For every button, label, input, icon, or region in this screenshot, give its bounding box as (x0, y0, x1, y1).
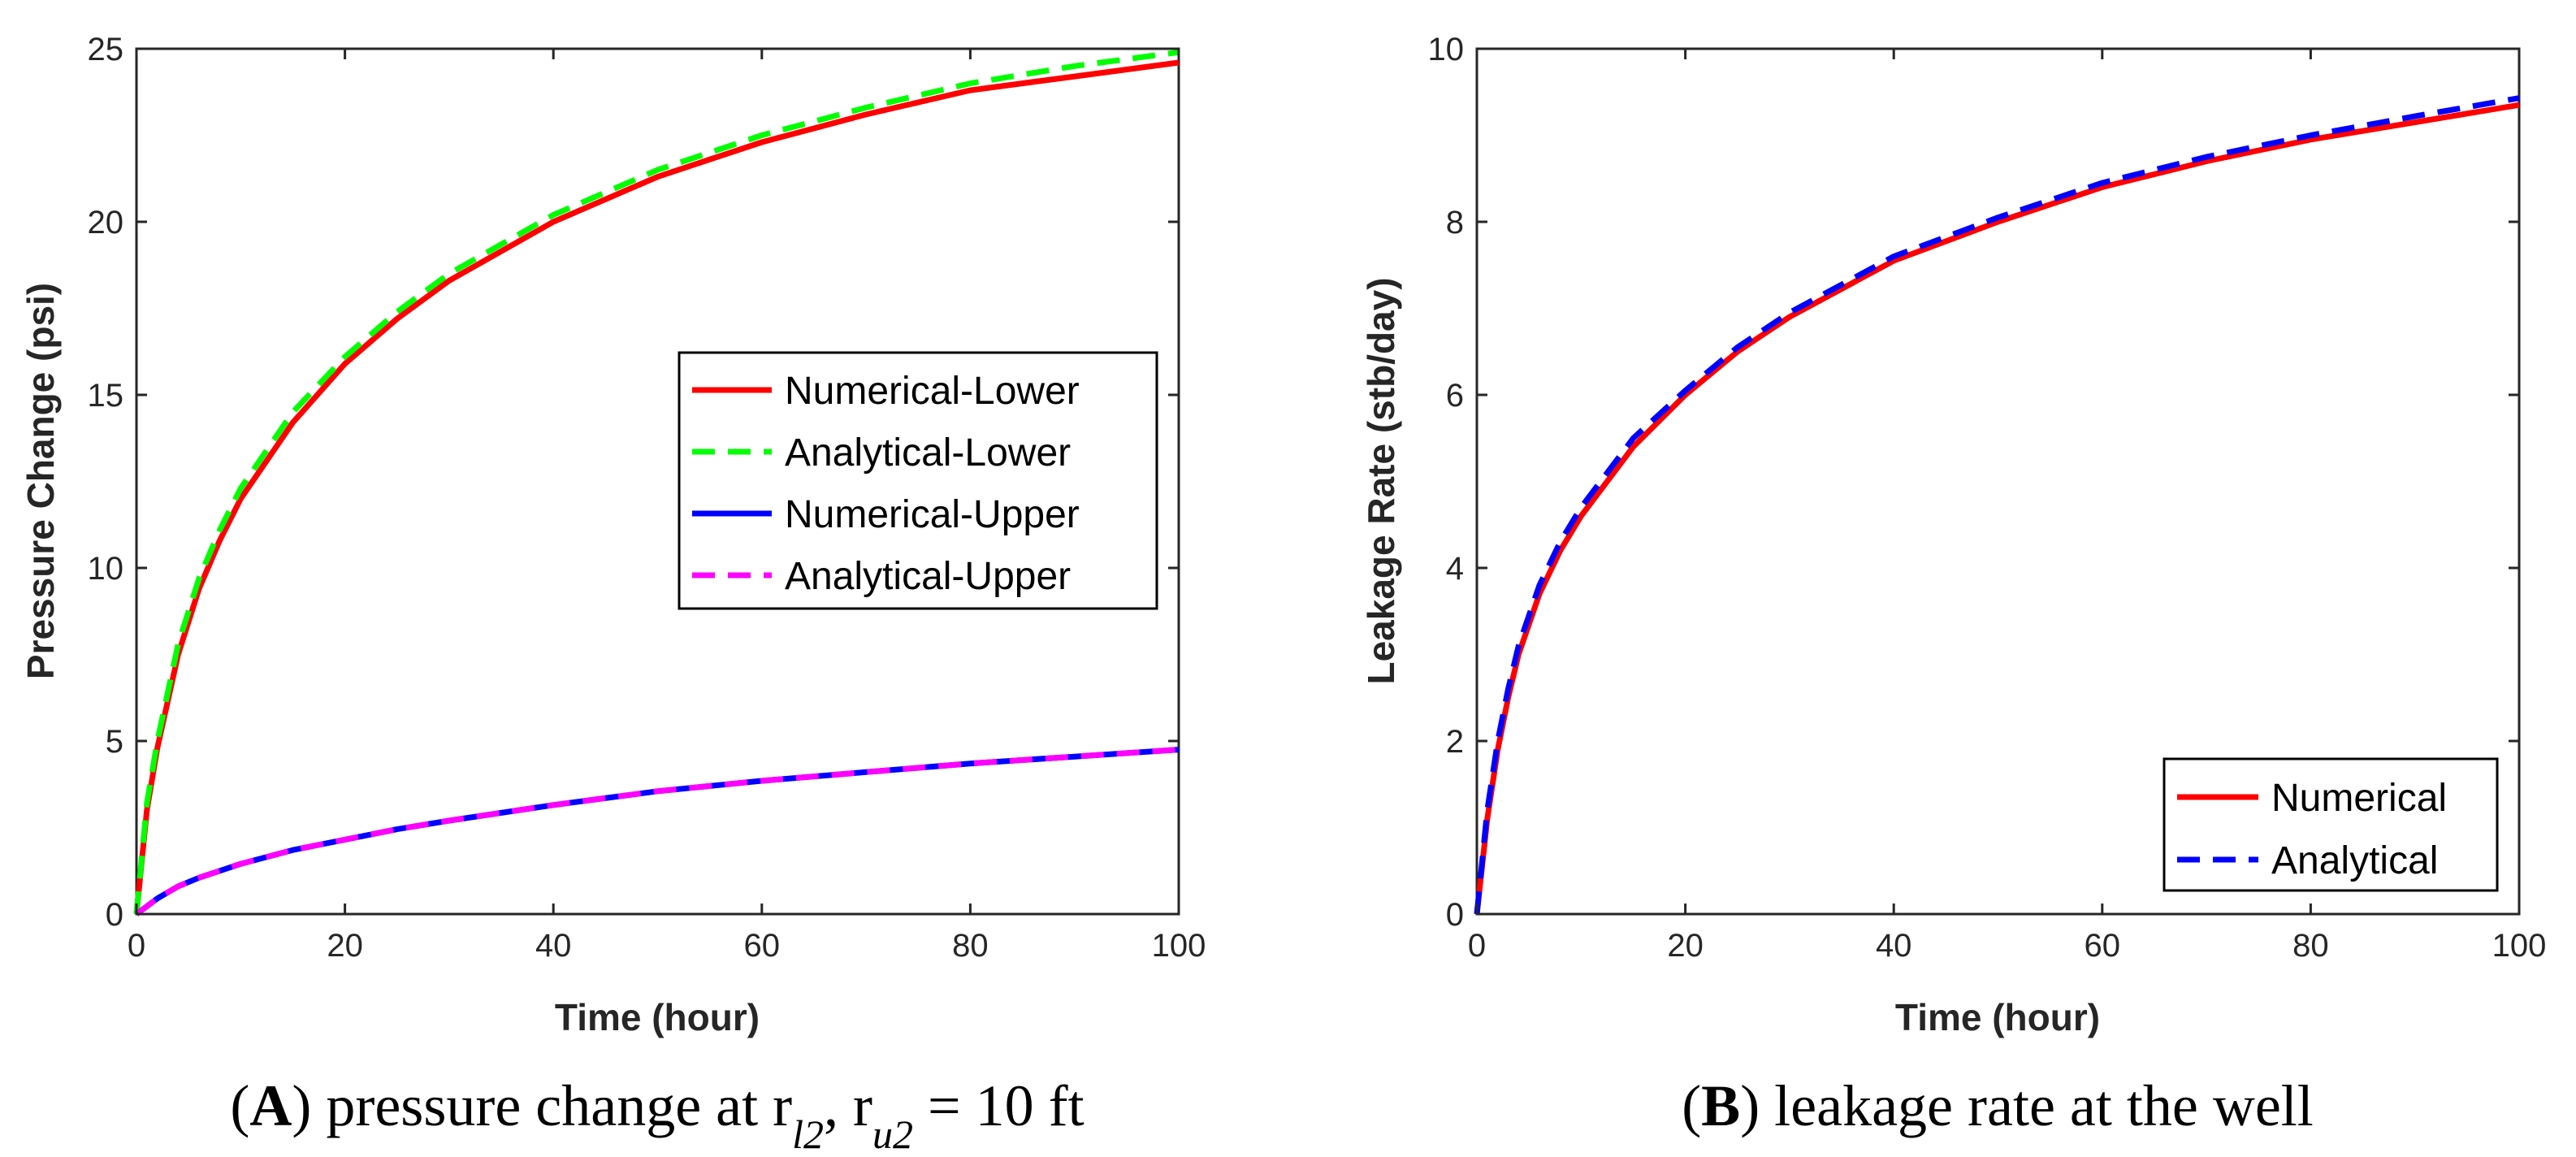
series-line-numerical-lower (133, 59, 1180, 915)
y-tick-label: 4 (1446, 551, 1464, 587)
caption-b-letter: B (1701, 1073, 1740, 1138)
legend-a: Numerical-Lower Analytical-Lower Numerical… (678, 351, 1158, 610)
caption-a-tail: = 10 ft (913, 1073, 1085, 1138)
y-tick-label: 5 (106, 724, 123, 760)
caption-a: (A) pressure change at rl2, ru2 = 10 ft (230, 1073, 1084, 1157)
x-tick-label: 0 (128, 928, 145, 964)
caption-a-text: ) pressure change at r (292, 1073, 792, 1138)
series-line-analytical-lower (133, 49, 1180, 915)
caption-a-open: ( (230, 1073, 249, 1138)
caption-a-letter: A (249, 1073, 292, 1138)
legend-entry: Analytical (2271, 839, 2438, 882)
x-tick-label: 40 (535, 928, 572, 964)
y-tick-label: 10 (88, 551, 124, 587)
x-tick-label: 100 (1152, 928, 1206, 964)
y-tick-label: 8 (1446, 205, 1464, 240)
y-tick-label: 20 (88, 205, 124, 240)
x-tick-label: 20 (1667, 928, 1704, 964)
x-tick-label: 0 (1468, 928, 1486, 964)
x-tick-label: 20 (327, 928, 363, 964)
legend-entry: Numerical (2271, 777, 2447, 820)
legend-entry: Numerical-Upper (785, 493, 1080, 536)
legend-b: Numerical Analytical (2163, 757, 2499, 892)
legend-entry: Analytical-Upper (785, 555, 1071, 598)
y-tick-label: 2 (1446, 724, 1464, 760)
y-tick-label: 6 (1446, 378, 1464, 414)
y-tick-label: 10 (1428, 32, 1465, 67)
x-axis-label-b: Time (hour) (1895, 996, 2100, 1038)
x-tick-label: 60 (744, 928, 781, 964)
caption-b-text: ) leakage rate at the well (1740, 1073, 2314, 1138)
legend-box-b (2163, 757, 2499, 892)
panel-b: 0 20 40 60 80 100 0 2 4 6 8 10 Time (hour) Leakage … (1360, 32, 2546, 1138)
caption-a-sub2: u2 (872, 1112, 913, 1157)
legend-box-a (678, 351, 1158, 610)
x-tick-label: 40 (1876, 928, 1912, 964)
caption-b-open: ( (1682, 1073, 1701, 1138)
series-line-analytical (1474, 95, 2520, 915)
x-tick-label: 80 (2292, 928, 2329, 964)
caption-a-sub1: l2 (792, 1112, 824, 1157)
y-tick-label: 0 (1446, 897, 1464, 933)
y-tick-label: 0 (106, 897, 123, 933)
series-line-numerical-upper (134, 747, 1180, 916)
x-tick-label: 80 (952, 928, 989, 964)
caption-b: (B) leakage rate at the well (1682, 1073, 2314, 1138)
x-tick-label: 60 (2085, 928, 2121, 964)
y-tick-label: 25 (88, 32, 124, 67)
x-axis-label-a: Time (hour) (555, 996, 760, 1038)
legend-entry: Analytical-Lower (785, 431, 1071, 474)
panel-a: 0 20 40 60 80 100 0 5 10 15 20 25 Time (hour) Press… (19, 32, 1206, 1157)
y-tick-label: 15 (88, 378, 124, 414)
y-axis-label-a: Pressure Change (psi) (19, 283, 62, 679)
legend-entry: Numerical-Lower (785, 370, 1080, 413)
y-axis-label-b: Leakage Rate (stb/day) (1360, 277, 1402, 684)
caption-a-mid: , r (824, 1073, 872, 1138)
x-tick-label: 100 (2492, 928, 2547, 964)
